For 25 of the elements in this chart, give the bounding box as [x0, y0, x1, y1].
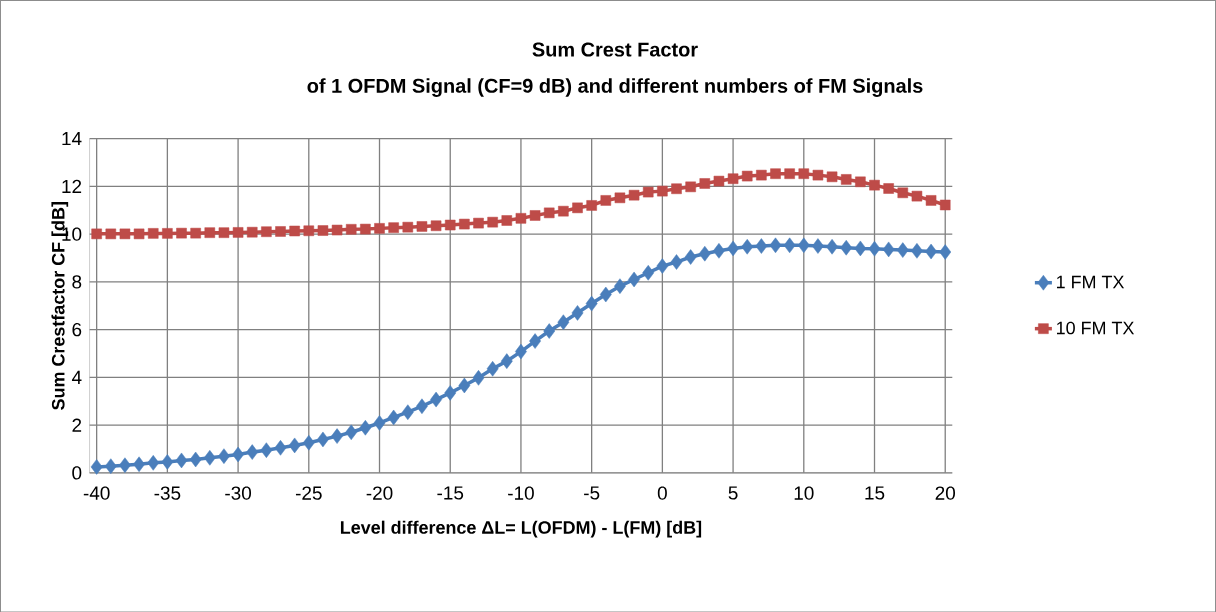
y-tick-label: 12: [62, 179, 82, 193]
x-tick-label: 15: [865, 486, 885, 500]
legend-label: 1 FM TX: [1057, 275, 1125, 288]
y-tick-label: 6: [72, 322, 82, 337]
x-tick-label: 10: [794, 486, 814, 500]
x-tick-label: -5: [584, 486, 600, 500]
chart-title: Sum Crest Factor: [532, 42, 698, 57]
x-tick-label: -20: [366, 486, 393, 500]
chart-subtitle: of 1 OFDM Signal (CF=9 dB) and different numbers of FM Signals: [307, 77, 923, 97]
x-tick-label: 0: [657, 486, 667, 500]
y-tick-label: 2: [72, 418, 82, 432]
x-tick-label: 5: [728, 486, 738, 500]
y-tick-label: 14: [62, 131, 82, 145]
x-tick-label: -40: [83, 486, 110, 500]
y-tick-label: 0: [72, 465, 82, 480]
y-tick-label: 4: [71, 370, 82, 384]
x-tick-label: -30: [225, 486, 252, 500]
x-tick-label: -15: [437, 486, 464, 500]
x-tick-label: 20: [935, 486, 956, 500]
x-tick-label: -35: [154, 486, 181, 500]
x-tick-label: -25: [295, 486, 322, 500]
legend-label: 10 FM TX: [1057, 321, 1135, 335]
x-tick-label: -10: [508, 486, 534, 500]
y-tick-label: 8: [72, 274, 82, 289]
x-axis-title: Level difference ΔL= L(OFDM) - L(FM) [dB]: [340, 520, 702, 538]
